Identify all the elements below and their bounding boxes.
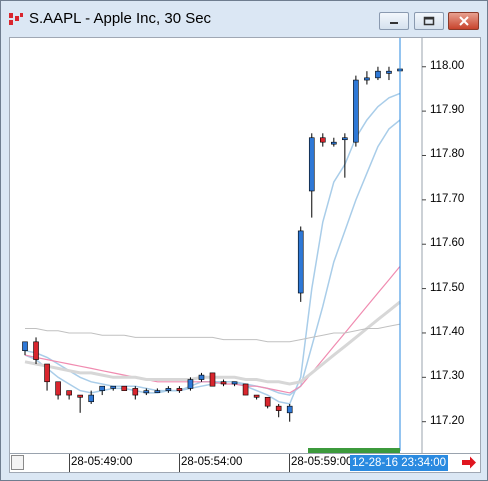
price-label: 117.30 [430, 370, 465, 383]
price-label: 117.90 [430, 104, 465, 117]
candle-body [154, 390, 161, 393]
candle-body [242, 383, 249, 396]
candle-body [99, 385, 106, 391]
candle-body [22, 341, 28, 352]
candle-body [77, 394, 83, 398]
candle-body [187, 379, 194, 389]
candle-body [331, 141, 337, 145]
price-label: 117.60 [430, 237, 465, 250]
candle-body [364, 77, 370, 81]
scroll-box[interactable] [11, 455, 24, 470]
cursor-time-label: 12-28-16 23:34:00 [350, 455, 448, 471]
candle-body [88, 394, 94, 403]
candle-body [275, 405, 282, 411]
candle-body [319, 137, 326, 143]
candle-body [253, 394, 260, 398]
app-icon [9, 13, 23, 25]
close-icon [458, 16, 469, 26]
candle-body [55, 381, 61, 396]
candle-body [286, 405, 293, 414]
time-tick [289, 454, 290, 472]
price-label: 117.80 [430, 148, 465, 161]
close-button[interactable] [448, 12, 479, 30]
candle-body [297, 230, 304, 294]
candle-body [308, 137, 315, 192]
time-axis: 28-05:49:00 28-05:54:00 28-05:59:00 12-2… [10, 453, 480, 472]
candle-body [132, 388, 139, 396]
candle-body [121, 385, 128, 391]
candle-body [44, 363, 50, 383]
ma-line-gray [24, 300, 401, 386]
minimize-icon [390, 22, 398, 24]
candle-body [165, 388, 172, 391]
time-tick [179, 454, 180, 472]
candle-body [176, 388, 183, 391]
candle-body [386, 70, 392, 74]
candle-body [353, 79, 359, 143]
candle-body [342, 137, 348, 141]
candle-body [143, 390, 150, 394]
price-label: 117.50 [430, 281, 465, 294]
ma-line-mid [24, 119, 401, 396]
maximize-icon [423, 16, 435, 26]
candle-body [231, 381, 238, 385]
price-label: 117.40 [430, 325, 465, 338]
time-label-2: 28-05:54:00 [181, 456, 243, 468]
title-bar[interactable]: S.AAPL - Apple Inc, 30 Sec [1, 1, 487, 37]
candle-body [33, 341, 39, 360]
volume-bar [308, 448, 400, 453]
price-label: 118.00 [430, 59, 465, 72]
minimize-button[interactable] [379, 12, 409, 30]
chart-area[interactable]: 118.00 117.90 117.80 117.70 117.60 117.50 117.… [9, 37, 481, 473]
candle-body [220, 381, 227, 385]
window-title: S.AAPL - Apple Inc, 30 Sec [29, 10, 212, 27]
maximize-button[interactable] [414, 12, 444, 30]
ma-line-slow [25, 323, 401, 343]
candle-body [110, 385, 117, 389]
price-label: 117.20 [430, 414, 465, 427]
arrow-right-icon[interactable] [461, 456, 477, 469]
candle-body [198, 374, 205, 380]
price-chart[interactable] [10, 38, 480, 453]
candle-body [375, 70, 381, 79]
time-label-3: 28-05:59:00 [291, 456, 353, 468]
candle-body [209, 372, 216, 387]
price-label: 117.70 [430, 192, 465, 205]
candle-body [66, 390, 72, 396]
time-label-1: 28-05:49:00 [71, 456, 133, 468]
candle-body [264, 396, 271, 407]
time-tick [69, 454, 70, 472]
